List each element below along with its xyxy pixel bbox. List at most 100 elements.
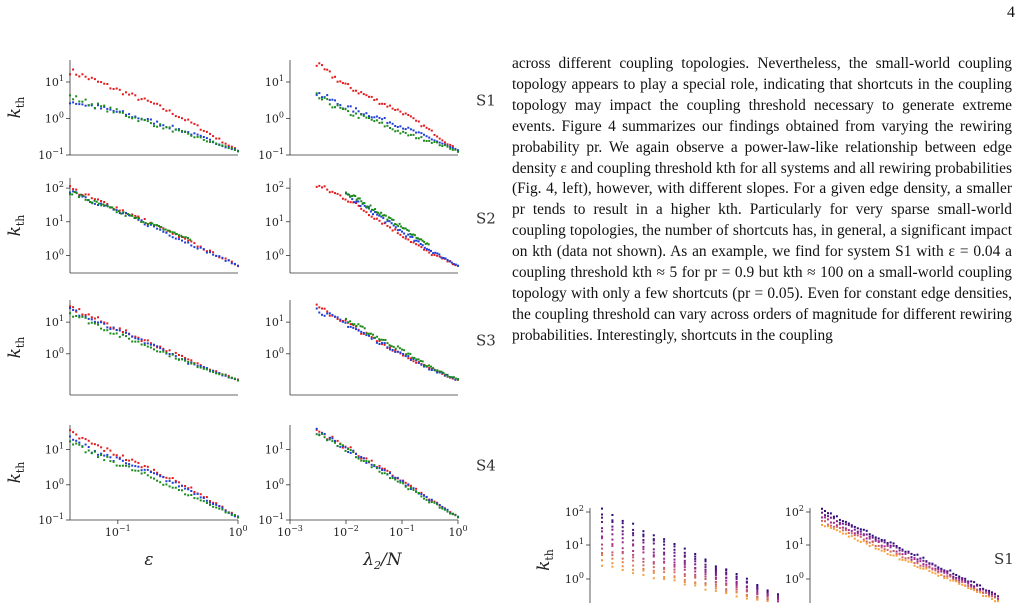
data-point (844, 532, 847, 535)
data-point (704, 582, 707, 585)
data-point (153, 468, 155, 471)
data-point (632, 572, 635, 575)
ylab-k: k (5, 226, 25, 236)
data-point (423, 246, 426, 249)
tick-exp: 1 (579, 537, 584, 546)
data-point (162, 350, 165, 353)
data-point (704, 570, 707, 573)
data-point (90, 321, 93, 324)
data-point (360, 207, 363, 210)
data-point (162, 483, 165, 486)
data-point (140, 472, 143, 475)
data-point (112, 110, 115, 112)
data-point (205, 140, 208, 143)
data-point (93, 317, 96, 320)
data-point (847, 532, 850, 534)
data-point (417, 137, 420, 140)
data-point (100, 327, 103, 330)
data-point (430, 254, 433, 257)
data-point (877, 548, 880, 551)
data-point (375, 115, 378, 118)
data-point (642, 533, 645, 536)
data-point (331, 440, 334, 443)
data-point (121, 111, 124, 114)
data-point (378, 219, 381, 222)
data-point (821, 511, 823, 514)
data-point (850, 529, 853, 532)
data-point (355, 107, 357, 110)
data-point (159, 474, 162, 476)
data-point (361, 202, 364, 205)
data-point (844, 523, 847, 526)
data-point (215, 370, 218, 373)
tick-base: 10 (45, 182, 59, 195)
tick-base: 10 (258, 149, 272, 162)
xlab-lambda: λ (362, 550, 374, 570)
data-point (856, 539, 859, 542)
data-point (153, 472, 155, 475)
data-point (391, 218, 393, 221)
data-point (174, 115, 177, 118)
y-tick-label: 102 (265, 180, 284, 195)
data-point (922, 559, 925, 562)
data-point (100, 454, 103, 456)
data-point (434, 369, 437, 372)
data-point (425, 140, 428, 142)
data-point (368, 214, 370, 217)
data-point (321, 186, 323, 189)
data-point (694, 563, 697, 566)
data-point (889, 541, 892, 544)
data-point (72, 98, 75, 101)
data-point (438, 504, 441, 506)
data-point (409, 235, 412, 238)
data-point (907, 557, 910, 560)
y-tick-label: 10−1 (258, 147, 284, 162)
data-point (832, 521, 835, 524)
data-point (663, 538, 666, 541)
data-point (386, 124, 389, 127)
data-point (886, 542, 889, 544)
data-point (835, 524, 838, 527)
data-point (224, 146, 227, 149)
tick-base: 10 (265, 76, 279, 89)
data-point (449, 147, 452, 150)
tick-base: 10 (785, 539, 799, 552)
data-point (436, 135, 439, 138)
data-point (87, 193, 90, 196)
data-point (423, 365, 425, 368)
data-point (663, 547, 666, 550)
data-point (457, 150, 459, 153)
data-point (611, 525, 614, 528)
data-point (835, 529, 838, 532)
data-point (137, 218, 140, 221)
data-point (146, 118, 149, 120)
data-point (694, 573, 697, 576)
data-point (115, 464, 118, 467)
tick-base: 10 (785, 506, 799, 519)
data-point (339, 443, 342, 446)
data-point (976, 584, 979, 587)
data-point (357, 204, 360, 207)
data-point (404, 481, 407, 484)
data-point (368, 207, 370, 210)
data-point (386, 346, 389, 349)
data-point (430, 249, 432, 252)
data-point (433, 133, 436, 136)
y-tick-label: 100 (265, 247, 284, 262)
data-point (78, 193, 81, 196)
data-point (714, 570, 717, 573)
data-point (440, 370, 443, 373)
data-point (381, 467, 384, 470)
data-point (904, 553, 907, 555)
data-point (336, 192, 339, 195)
data-point (137, 469, 140, 472)
data-point (611, 533, 614, 536)
data-point (115, 87, 118, 90)
data-point (370, 95, 373, 98)
data-point (777, 598, 779, 601)
data-point (642, 535, 645, 538)
y-tick-label: 100 (45, 477, 64, 492)
data-point (441, 145, 444, 147)
data-point (454, 378, 457, 381)
data-point (652, 561, 655, 564)
